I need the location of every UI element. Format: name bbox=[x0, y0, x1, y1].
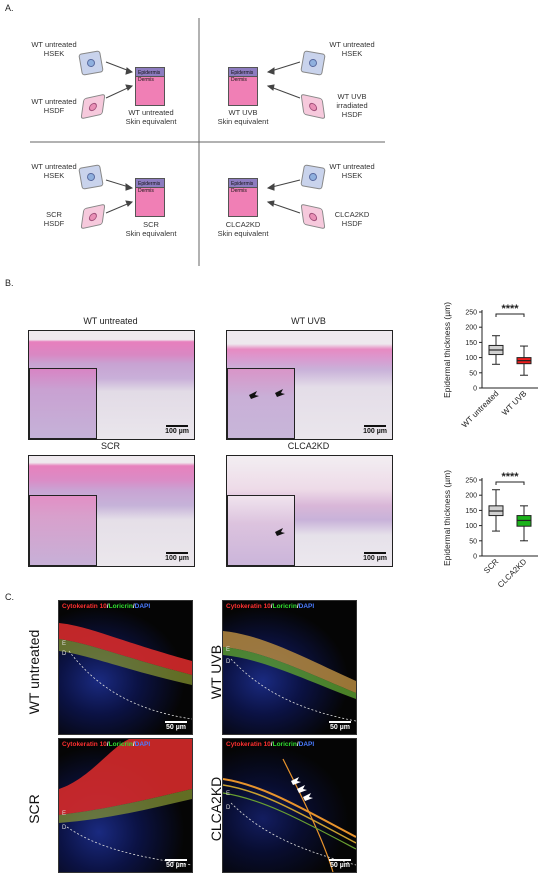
q1-keratinocyte-label: WT untreated HSEK bbox=[31, 40, 77, 58]
significance-label: **** bbox=[501, 471, 519, 483]
arrow-icons bbox=[275, 528, 285, 536]
histology-image-scr: 100 µm bbox=[28, 455, 195, 567]
q3-result-label: SCR Skin equivalent bbox=[125, 220, 177, 238]
immuno-label-wt-untreated: WT untreated bbox=[26, 629, 42, 715]
arrow-icons bbox=[249, 389, 285, 399]
q4-keratinocyte-label: WT untreated HSEK bbox=[329, 162, 375, 180]
y-tick-label: 250 bbox=[465, 478, 477, 485]
epidermis-marker: E bbox=[62, 811, 67, 817]
y-tick-label: 50 bbox=[469, 538, 477, 545]
q2-keratinocyte-label: WT untreated HSEK bbox=[329, 40, 375, 58]
scale-bar: 100 µm bbox=[165, 552, 189, 562]
immuno-image-scr: Cytokeratin 10/Loricrin/DAPI E D 50 µm bbox=[58, 738, 193, 873]
category-label: WT UVB bbox=[500, 389, 528, 417]
immuno-image-wt-untreated: Cytokeratin 10/Loricrin/DAPI E D 50 µm bbox=[58, 600, 193, 735]
dermis-marker: D bbox=[62, 651, 67, 657]
q4-skin-equivalent-icon: Epidermis Dermis bbox=[228, 178, 258, 217]
immuno-image-clca2kd: Cytokeratin 10/Loricrin/DAPI E D 50 µm bbox=[222, 738, 357, 873]
histology-inset bbox=[227, 495, 295, 566]
dermis-marker: D bbox=[226, 659, 231, 665]
y-tick-label: 50 bbox=[469, 370, 477, 377]
keratinocyte-cell-icon bbox=[78, 50, 104, 76]
arrow-icon bbox=[303, 793, 313, 801]
q3-keratinocyte-label: WT untreated HSEK bbox=[31, 162, 77, 180]
scale-bar: 50 µm bbox=[165, 721, 187, 731]
immuno-image-wt-uvb: Cytokeratin 10/Loricrin/DAPI E D 50 µm bbox=[222, 600, 357, 735]
scale-bar: 50 µm bbox=[329, 859, 351, 869]
y-tick-label: 150 bbox=[465, 340, 477, 347]
scale-bar: 100 µm bbox=[363, 425, 387, 435]
y-tick-label: 0 bbox=[473, 554, 477, 561]
y-tick-label: 200 bbox=[465, 325, 477, 332]
significance-bracket bbox=[495, 481, 525, 485]
dermis-marker: D bbox=[226, 805, 231, 811]
epidermis-marker: E bbox=[62, 641, 67, 647]
histology-title-clca2kd: CLCA2KD bbox=[287, 441, 330, 451]
q2-result-label: WT UVB Skin equivalent bbox=[217, 108, 269, 126]
q3-skin-equivalent-icon: Epidermis Dermis bbox=[135, 178, 165, 217]
boxplot-chart-clca2kd: Epidermal thickness (µm) 0 50 100 150 200 250 S… bbox=[442, 470, 538, 590]
q3-fibroblast-label: SCR HSDF bbox=[43, 210, 65, 228]
histology-image-wt-untreated: 100 µm bbox=[28, 330, 195, 440]
boxplot-chart-wt: Epidermal thickness (µm) 0 50 100 150 200 250 W… bbox=[442, 302, 538, 430]
immuno-label-scr: SCR bbox=[26, 794, 42, 824]
q4-result-label: CLCA2KD Skin equivalent bbox=[217, 220, 269, 238]
keratinocyte-cell-icon bbox=[78, 164, 104, 190]
histology-inset bbox=[227, 368, 295, 439]
y-tick-label: 100 bbox=[465, 355, 477, 362]
scale-bar: 50 µm bbox=[165, 859, 187, 869]
y-axis-label: Epidermal thickness (µm) bbox=[442, 470, 452, 566]
q1-result-label: WT untreated Skin equivalent bbox=[125, 108, 177, 126]
histology-title-wt-untreated: WT untreated bbox=[83, 316, 138, 326]
panel-c-label: C. bbox=[5, 592, 14, 602]
histology-title-wt-uvb: WT UVB bbox=[291, 316, 326, 326]
panel-a-label: A. bbox=[5, 3, 14, 13]
y-tick-label: 200 bbox=[465, 493, 477, 500]
y-axis-label: Epidermal thickness (µm) bbox=[442, 302, 452, 398]
scale-bar: 100 µm bbox=[165, 425, 189, 435]
significance-bracket bbox=[495, 313, 525, 317]
category-label: SCR bbox=[482, 557, 500, 575]
y-tick-label: 0 bbox=[473, 386, 477, 393]
scale-bar: 50 µm bbox=[329, 721, 351, 731]
epidermis-marker: E bbox=[226, 791, 231, 797]
panel-b-label: B. bbox=[5, 278, 14, 288]
arrow-icon bbox=[291, 777, 301, 785]
q4-fibroblast-label: CLCA2KD HSDF bbox=[334, 210, 370, 228]
category-label: WT untreated bbox=[460, 389, 501, 430]
dermis-marker: D bbox=[62, 825, 67, 831]
q2-skin-equivalent-icon: Epidermis Dermis bbox=[228, 67, 258, 106]
q2-fibroblast-label: WT UVB irradiated HSDF bbox=[336, 92, 368, 119]
y-tick-label: 250 bbox=[465, 310, 477, 317]
epidermis-marker: E bbox=[226, 647, 231, 653]
significance-label: **** bbox=[501, 303, 519, 315]
q1-fibroblast-label: WT untreated HSDF bbox=[31, 97, 77, 115]
histology-inset bbox=[29, 495, 97, 566]
histology-image-clca2kd: 100 µm bbox=[226, 455, 393, 567]
y-tick-label: 100 bbox=[465, 523, 477, 530]
category-label: CLCA2KD bbox=[496, 557, 529, 590]
histology-title-scr: SCR bbox=[100, 441, 120, 451]
histology-inset bbox=[29, 368, 97, 439]
y-tick-label: 150 bbox=[465, 508, 477, 515]
histology-image-wt-uvb: 100 µm bbox=[226, 330, 393, 440]
q1-skin-equivalent-icon: Epidermis Dermis bbox=[135, 67, 165, 106]
arrow-icon bbox=[297, 785, 307, 793]
scale-bar: 100 µm bbox=[363, 552, 387, 562]
schematic-grid bbox=[30, 18, 385, 266]
